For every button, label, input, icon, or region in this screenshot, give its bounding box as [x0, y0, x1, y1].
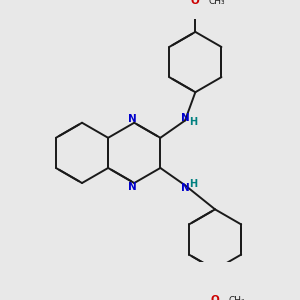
- Text: CH₃: CH₃: [209, 0, 225, 6]
- Text: H: H: [189, 117, 197, 127]
- Text: O: O: [191, 0, 200, 6]
- Text: CH₃: CH₃: [229, 296, 245, 300]
- Text: O: O: [211, 295, 219, 300]
- Text: H: H: [189, 178, 197, 189]
- Text: N: N: [128, 182, 137, 192]
- Text: N: N: [128, 114, 137, 124]
- Text: N: N: [181, 183, 189, 193]
- Text: N: N: [181, 113, 189, 123]
